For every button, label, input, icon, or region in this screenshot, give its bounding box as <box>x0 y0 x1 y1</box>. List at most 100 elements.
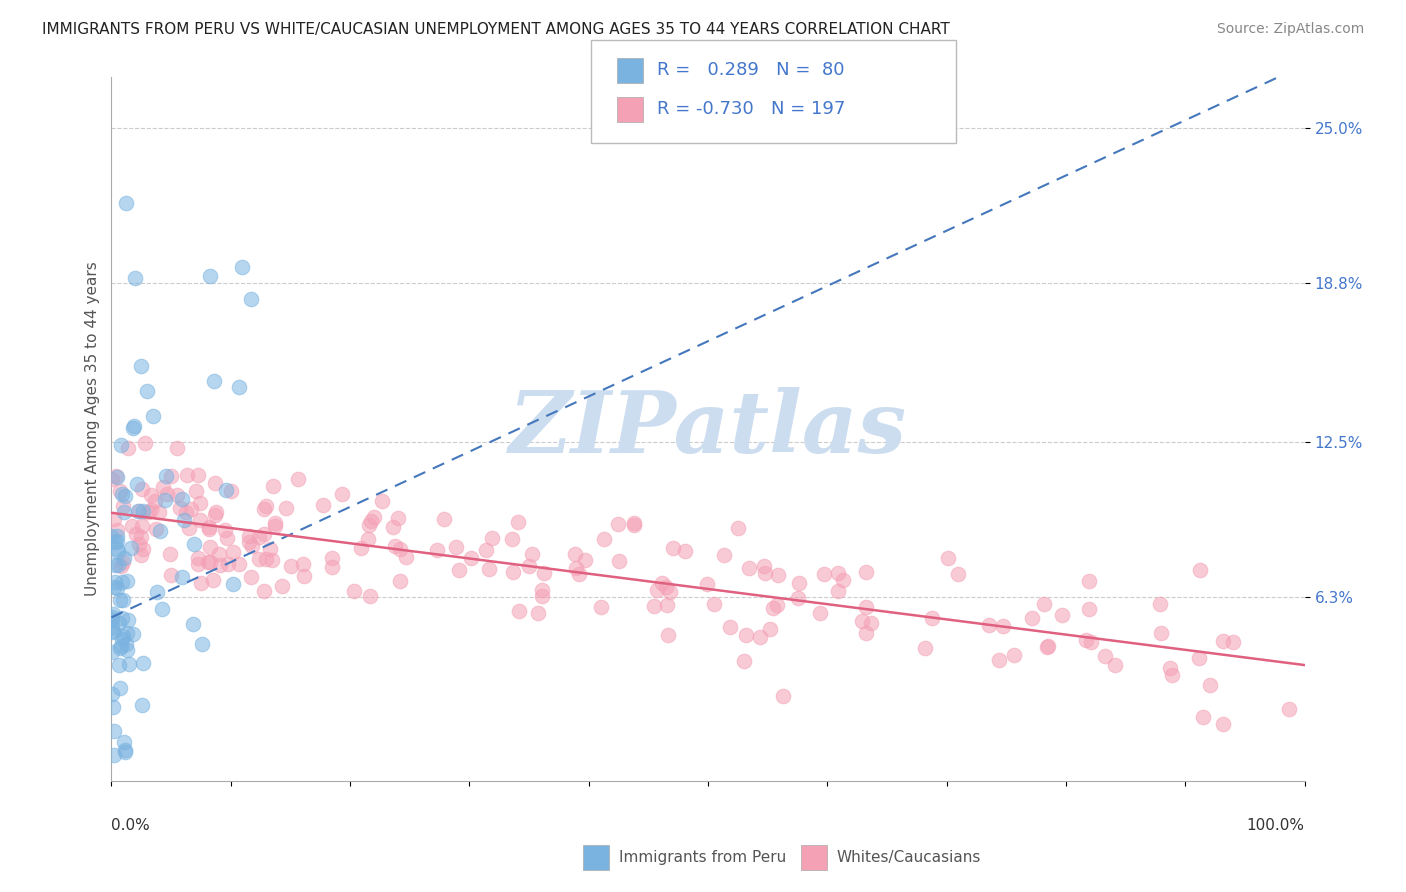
Point <box>188 496 211 510</box>
Point <box>132 504 155 518</box>
Point <box>533 566 555 580</box>
Point <box>564 547 586 561</box>
Point <box>449 563 471 577</box>
Point <box>1159 661 1181 675</box>
Point <box>101 607 124 622</box>
Point <box>350 541 373 555</box>
Point <box>357 533 380 547</box>
Point <box>733 654 755 668</box>
Point <box>382 520 405 534</box>
Point <box>108 592 131 607</box>
Point <box>718 620 741 634</box>
Point <box>827 566 849 581</box>
Point <box>129 549 152 563</box>
Point <box>979 618 1001 632</box>
Point <box>371 494 394 508</box>
Point <box>1199 678 1222 692</box>
Point <box>827 583 849 598</box>
Point <box>1032 597 1054 611</box>
Point <box>198 522 221 536</box>
Point <box>100 610 122 624</box>
Point <box>759 622 782 636</box>
Text: R =   0.289   N =  80: R = 0.289 N = 80 <box>657 61 844 78</box>
Point <box>122 418 145 433</box>
Point <box>276 501 298 516</box>
Point <box>291 557 314 571</box>
Point <box>131 482 153 496</box>
Point <box>125 477 148 491</box>
Point <box>623 518 645 533</box>
Text: R = -0.730   N = 197: R = -0.730 N = 197 <box>657 100 845 118</box>
Point <box>231 260 253 274</box>
Point <box>112 629 135 643</box>
Point <box>155 469 177 483</box>
Point <box>855 626 877 640</box>
Point <box>131 518 153 533</box>
Point <box>107 545 129 559</box>
Point <box>359 589 381 603</box>
Point <box>262 478 284 492</box>
Point <box>222 545 245 559</box>
Point <box>1212 634 1234 648</box>
Point <box>591 600 613 615</box>
Point <box>101 472 124 486</box>
Point <box>287 472 309 486</box>
Point <box>1149 626 1171 640</box>
Point <box>181 617 204 632</box>
Point <box>215 483 238 497</box>
Point <box>294 569 316 583</box>
Point <box>136 384 159 399</box>
Point <box>117 625 139 640</box>
Point <box>141 488 163 502</box>
Point <box>659 585 682 599</box>
Point <box>321 551 343 566</box>
Point <box>813 567 835 582</box>
Point <box>239 292 262 306</box>
Point <box>129 359 152 374</box>
Point <box>111 632 134 646</box>
Point <box>139 503 162 517</box>
Point <box>831 574 853 588</box>
Point <box>787 576 810 591</box>
Point <box>312 498 335 512</box>
Point <box>117 441 139 455</box>
Point <box>110 438 132 452</box>
Point <box>197 555 219 569</box>
Text: Immigrants from Peru: Immigrants from Peru <box>619 850 786 864</box>
Point <box>357 518 380 533</box>
Point <box>170 570 193 584</box>
Point <box>948 567 970 582</box>
Point <box>727 521 749 535</box>
Point <box>134 436 156 450</box>
Point <box>247 551 270 566</box>
Point <box>204 508 226 522</box>
Y-axis label: Unemployment Among Ages 35 to 44 years: Unemployment Among Ages 35 to 44 years <box>86 261 100 597</box>
Point <box>124 527 146 541</box>
Point <box>128 504 150 518</box>
Point <box>1222 634 1244 648</box>
Point <box>204 505 226 519</box>
Point <box>754 566 776 581</box>
Point <box>114 745 136 759</box>
Point <box>198 520 221 534</box>
Point <box>262 552 284 566</box>
Point <box>110 640 132 655</box>
Point <box>105 541 128 556</box>
Point <box>114 743 136 757</box>
Point <box>517 559 540 574</box>
Point <box>107 529 129 543</box>
Point <box>145 522 167 536</box>
Point <box>252 584 274 599</box>
Point <box>520 547 543 561</box>
Point <box>107 615 129 630</box>
Point <box>768 567 790 582</box>
Point <box>1149 597 1171 611</box>
Point <box>253 502 276 516</box>
Point <box>762 601 785 615</box>
Point <box>662 541 685 555</box>
Point <box>187 550 209 565</box>
Point <box>395 550 418 565</box>
Point <box>222 576 245 591</box>
Point <box>184 484 207 499</box>
Point <box>388 574 411 589</box>
